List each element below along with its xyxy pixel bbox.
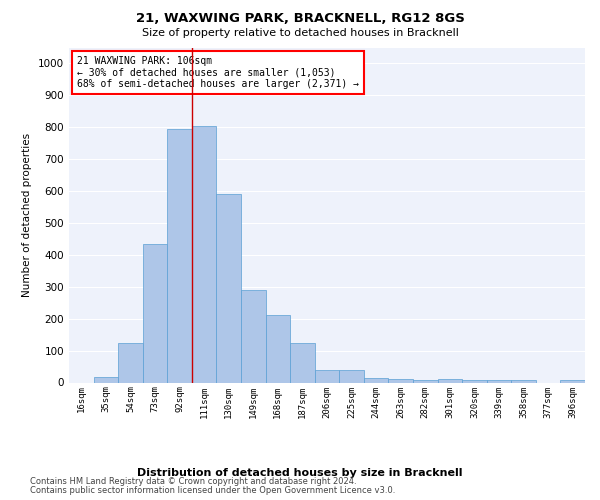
Bar: [167, 130, 192, 382]
Bar: [94, 377, 118, 382]
Y-axis label: Number of detached properties: Number of detached properties: [22, 133, 32, 297]
Text: Distribution of detached houses by size in Bracknell: Distribution of detached houses by size …: [137, 468, 463, 477]
Text: Size of property relative to detached houses in Bracknell: Size of property relative to detached ho…: [142, 28, 458, 38]
Bar: [437, 380, 462, 382]
Bar: [560, 380, 585, 382]
Bar: [339, 370, 364, 382]
Bar: [118, 344, 143, 382]
Bar: [241, 290, 266, 382]
Bar: [388, 380, 413, 382]
Bar: [413, 380, 437, 382]
Text: 21 WAXWING PARK: 106sqm
← 30% of detached houses are smaller (1,053)
68% of semi: 21 WAXWING PARK: 106sqm ← 30% of detache…: [77, 56, 359, 89]
Bar: [266, 315, 290, 382]
Text: Contains public sector information licensed under the Open Government Licence v3: Contains public sector information licen…: [30, 486, 395, 495]
Text: Contains HM Land Registry data © Crown copyright and database right 2024.: Contains HM Land Registry data © Crown c…: [30, 477, 356, 486]
Bar: [462, 380, 487, 382]
Bar: [315, 370, 339, 382]
Bar: [290, 342, 315, 382]
Text: 21, WAXWING PARK, BRACKNELL, RG12 8GS: 21, WAXWING PARK, BRACKNELL, RG12 8GS: [136, 12, 464, 26]
Bar: [143, 244, 167, 382]
Bar: [192, 126, 217, 382]
Bar: [217, 194, 241, 382]
Bar: [364, 378, 388, 382]
Bar: [511, 380, 536, 382]
Bar: [487, 380, 511, 382]
